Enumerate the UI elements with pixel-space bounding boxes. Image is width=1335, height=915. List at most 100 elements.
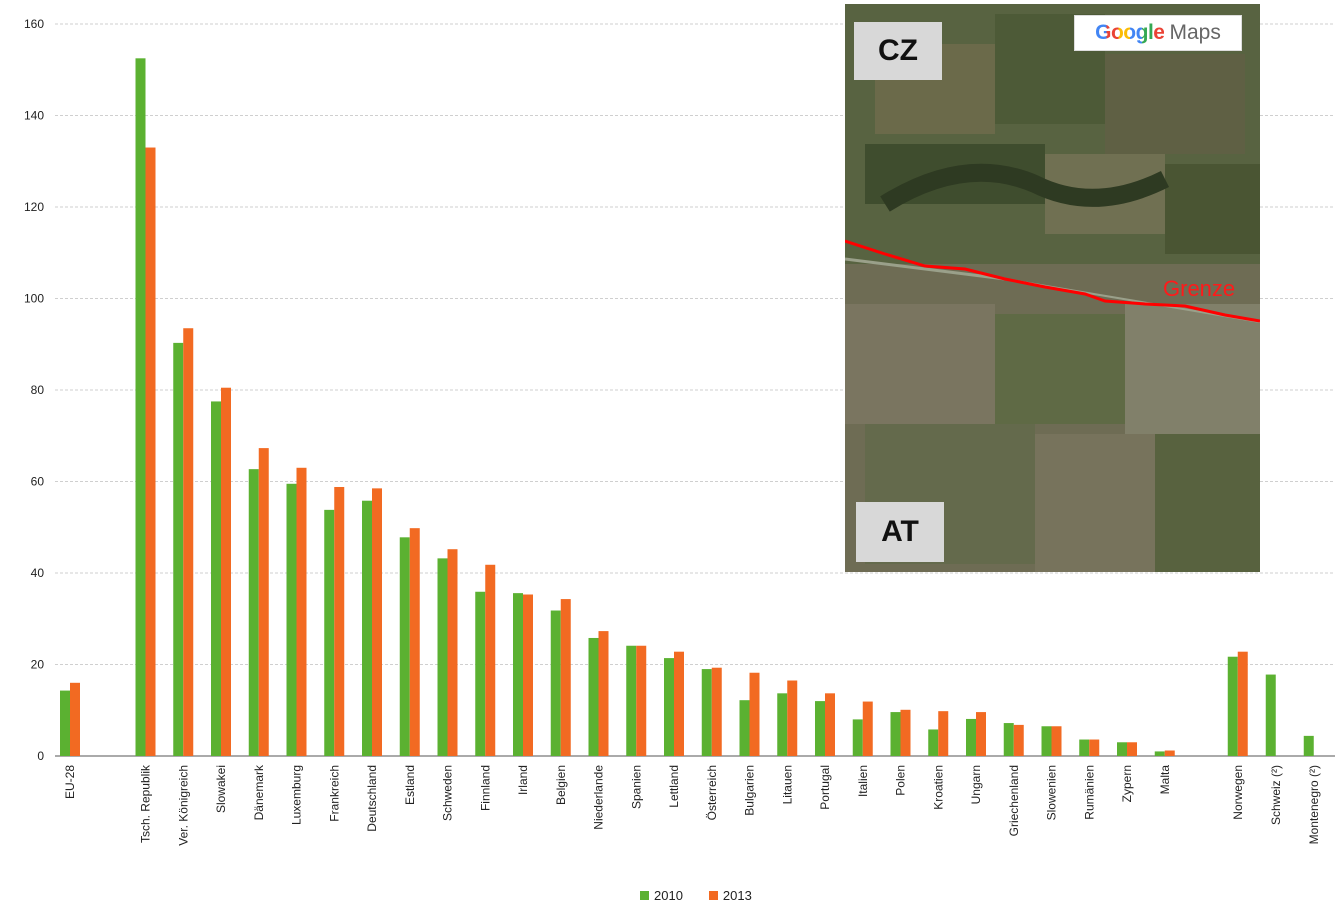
legend-item-2013: 2013: [708, 888, 752, 903]
legend-item-2010: 2010: [640, 888, 683, 903]
x-tick-label: Lettland: [667, 765, 681, 808]
y-tick-label: 40: [31, 566, 45, 580]
bar-2013-24: [1013, 724, 1024, 756]
legend: 2010 2013: [640, 888, 752, 903]
bar-2013-21: [900, 709, 911, 756]
bar-2010-5: [286, 483, 297, 756]
x-tick-label: Griechenland: [1007, 765, 1021, 836]
legend-label-2013: 2013: [722, 888, 752, 903]
bar-2010-25: [1041, 726, 1052, 756]
x-tick-label: Ungarn: [969, 765, 983, 804]
x-tick-label: Deutschland: [365, 765, 379, 832]
y-tick-label: 120: [24, 200, 44, 214]
satellite-map-inset: CZ AT Google Maps Grenze: [845, 4, 1260, 572]
x-tick-label: Schweden: [441, 765, 455, 821]
bar-2010-13: [588, 637, 599, 756]
bar-2013-15: [674, 651, 684, 756]
legend-swatch-2010: [640, 891, 649, 900]
bar-2010-7: [362, 500, 372, 756]
bar-2010-30: [1265, 674, 1276, 756]
y-tick-label: 60: [31, 475, 45, 489]
bar-2013-7: [372, 488, 382, 756]
x-tick-label: Dänemark: [252, 764, 266, 820]
x-tick-label: Italien: [856, 765, 870, 797]
x-tick-label: Norwegen: [1231, 765, 1245, 820]
google-logo-text: Google: [1095, 21, 1165, 44]
bar-2013-10: [485, 564, 496, 756]
bar-2013-28: [1164, 750, 1175, 756]
border-label: Grenze: [1163, 276, 1236, 301]
bar-2013-3: [221, 387, 231, 756]
bar-2010-21: [890, 712, 901, 756]
bar-2010-16: [701, 669, 712, 756]
bar-2010-14: [626, 645, 637, 756]
x-tick-label: Slowakei: [214, 765, 228, 813]
bar-2013-12: [560, 599, 571, 756]
bar-2010-9: [437, 558, 448, 756]
y-tick-label: 0: [37, 749, 44, 763]
x-tick-label: EU-28: [63, 765, 77, 799]
bar-2013-23: [976, 712, 986, 756]
bar-2010-27: [1117, 742, 1127, 756]
x-tick-label: Portugal: [818, 765, 832, 810]
country-badge-at: AT: [856, 502, 944, 562]
country-badge-cz: CZ: [854, 22, 942, 80]
bar-2010-18: [777, 693, 788, 756]
bar-2010-15: [664, 658, 674, 756]
bar-2013-22: [938, 711, 949, 756]
bar-2010-4: [248, 469, 259, 756]
bar-2010-1: [135, 58, 146, 756]
x-tick-label: Malta: [1158, 765, 1172, 795]
x-tick-label: Frankreich: [327, 765, 341, 822]
bar-2013-17: [749, 672, 760, 756]
x-tick-label: Zypern: [1120, 765, 1134, 802]
x-tick-label: Irland: [516, 765, 530, 795]
bar-2013-26: [1089, 739, 1100, 756]
bar-2010-31: [1303, 735, 1314, 756]
bar-2010-6: [324, 509, 335, 756]
x-tick-label: Rumänien: [1082, 765, 1096, 820]
y-tick-label: 80: [31, 383, 45, 397]
bar-2013-25: [1051, 726, 1062, 756]
maps-logo-text: Maps: [1169, 21, 1221, 44]
bar-2013-9: [447, 549, 458, 756]
bar-2010-2: [173, 342, 184, 756]
bar-2013-8: [409, 528, 420, 756]
x-tick-label: Montenegro (²): [1307, 765, 1321, 844]
bar-2010-22: [928, 729, 939, 756]
x-tick-label: Litauen: [780, 765, 794, 804]
x-tick-label: Bulgarien: [743, 765, 757, 816]
bar-2013-20: [862, 701, 873, 756]
bar-2010-12: [550, 610, 561, 756]
bar-2013-18: [787, 680, 798, 756]
x-tick-label: Ver. Königreich: [176, 765, 190, 846]
bar-2010-19: [815, 701, 825, 756]
y-tick-label: 20: [31, 658, 45, 672]
bar-2010-29: [1227, 656, 1238, 756]
bar-2010-10: [475, 591, 486, 756]
bar-2013-4: [258, 448, 269, 756]
y-tick-label: 140: [24, 109, 44, 123]
bar-2010-23: [966, 718, 976, 756]
bar-2013-5: [296, 467, 307, 756]
x-tick-label: Luxemburg: [290, 765, 304, 825]
bar-2013-27: [1127, 742, 1137, 756]
bar-2010-28: [1154, 751, 1165, 756]
x-tick-label: Polen: [894, 765, 908, 796]
x-tick-label: Belgien: [554, 765, 568, 805]
bar-2013-29: [1237, 651, 1248, 756]
bar-2013-11: [523, 594, 533, 756]
x-tick-label: Tsch. Republik: [139, 764, 153, 843]
bar-2013-14: [636, 645, 647, 756]
border-line: [845, 239, 1260, 323]
bar-2010-20: [852, 719, 863, 756]
bar-2010-3: [211, 401, 221, 756]
bar-2010-11: [513, 593, 523, 756]
x-tick-label: Schweiz (²): [1269, 765, 1283, 825]
legend-label-2010: 2010: [654, 888, 683, 903]
x-tick-label: Niederlande: [592, 765, 606, 830]
bar-2013-13: [598, 631, 609, 756]
bar-2010-0: [60, 690, 70, 756]
bar-2010-8: [399, 537, 410, 756]
x-tick-label: Österreich: [705, 765, 719, 820]
